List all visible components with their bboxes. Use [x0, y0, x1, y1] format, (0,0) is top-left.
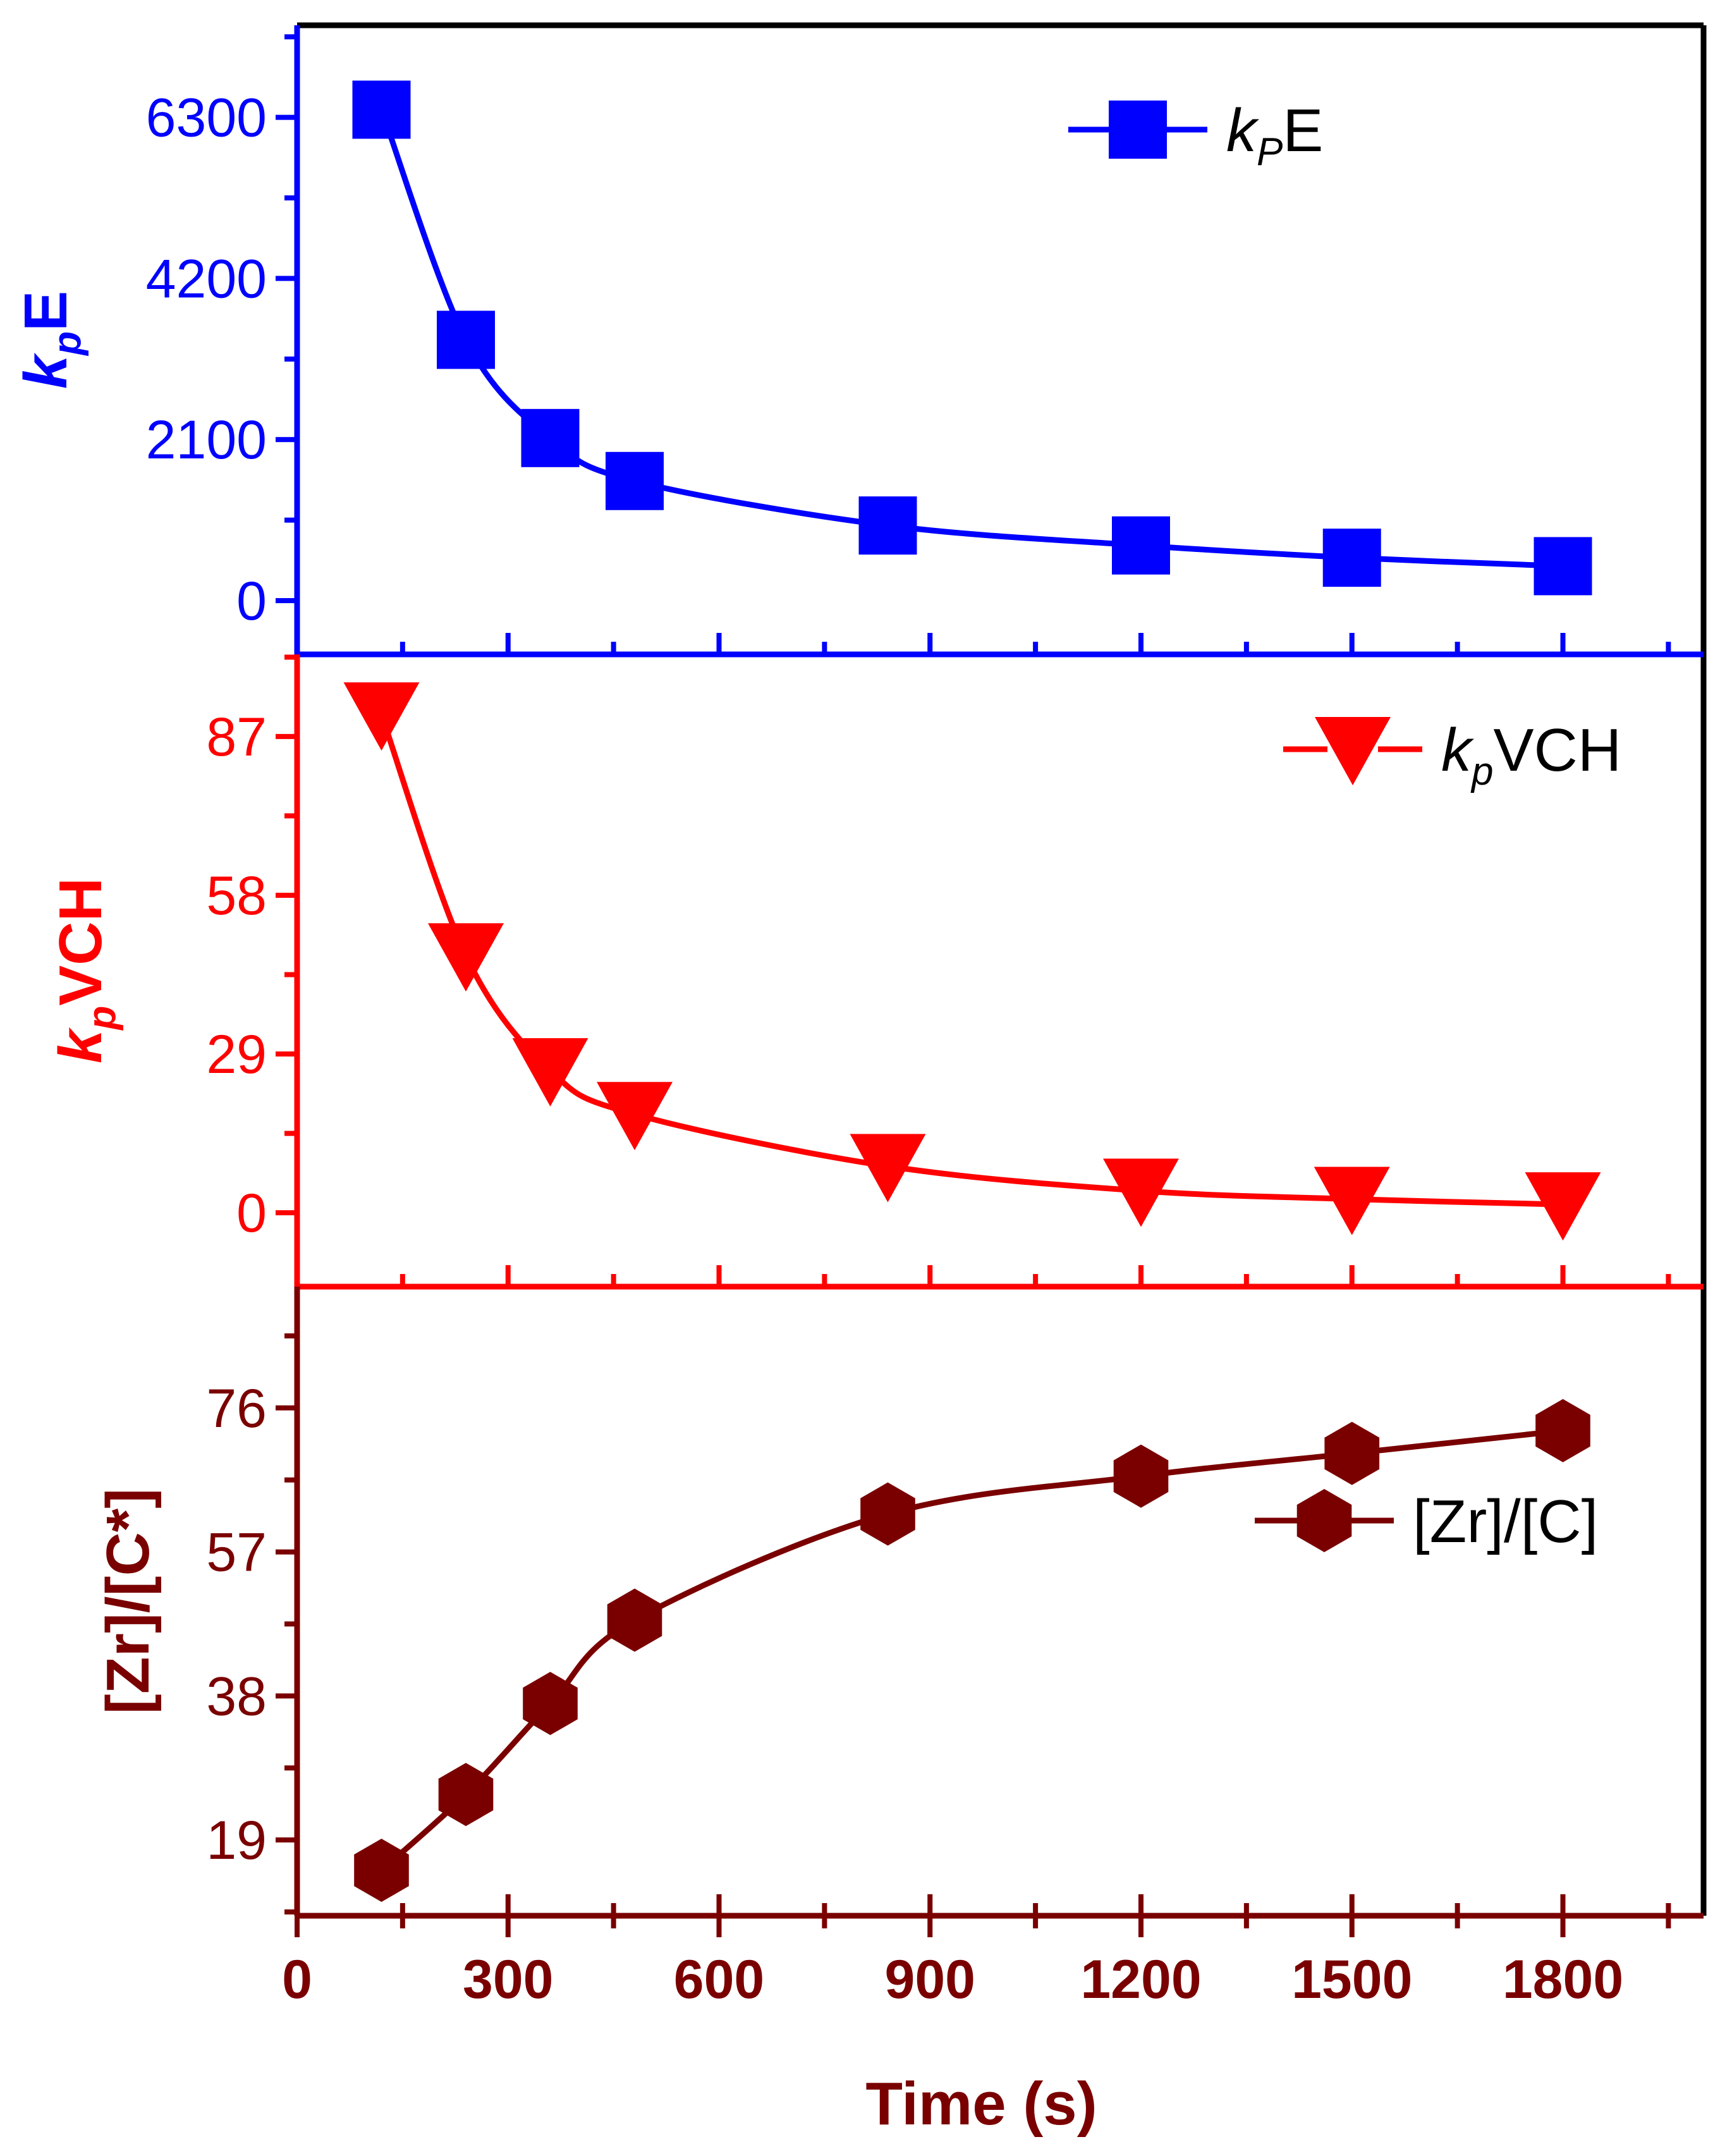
panel-kpE-legend-label-k: k: [1226, 97, 1260, 164]
panel-ZrC-y-tick-label: 57: [206, 1522, 267, 1583]
panel-kpVCH-data-point: [512, 1038, 589, 1107]
x-tick-label: 1500: [1291, 1949, 1412, 2010]
x-tick-label: 1800: [1503, 1949, 1623, 2010]
panel-ZrC-data-point: [354, 1839, 409, 1902]
x-axis-title: Time (s): [865, 2070, 1097, 2138]
panel-kpVCH-y-axis-title-k: k: [47, 1027, 114, 1063]
panel-kpE-legend-label: kPE: [1226, 97, 1323, 174]
panel-kpVCH-data-point: [850, 1134, 926, 1203]
panel-kpE-legend-label-rest: E: [1283, 97, 1323, 164]
panel-ZrC-data-point: [607, 1588, 662, 1652]
x-tick-label: 1200: [1080, 1949, 1201, 2010]
chart-frame-layer: [297, 22, 1707, 1916]
panel-ZrC-legend-marker: [1296, 1489, 1352, 1552]
panel-kpVCH-legend-label-k: k: [1441, 716, 1475, 784]
panel-kpE-legend-marker: [1109, 101, 1167, 159]
panel-kpE-data-point: [606, 451, 664, 510]
panel-ZrC-data-point: [1535, 1399, 1590, 1462]
x-tick-label: 0: [282, 1949, 312, 2010]
panel-kpE-data-point: [352, 80, 411, 139]
panel-kpVCH-y-axis-title-rest: VCH: [47, 878, 114, 1006]
panel-kpVCH-series-line: [379, 713, 1563, 1208]
panel-ZrC-y-tick-label: 19: [206, 1810, 267, 1871]
x-tick-label: 900: [885, 1949, 976, 2010]
panel-kpVCH-legend-marker: [1315, 717, 1391, 785]
panel-kpE-data-point: [1534, 537, 1592, 596]
panel-kpVCH-y-axis-title-sub: p: [80, 1006, 124, 1031]
panel-kpE-y-tick-label: 6300: [146, 88, 267, 149]
panel-kpVCH-data-point: [428, 923, 504, 992]
panel-ZrC-data-point: [523, 1672, 578, 1736]
panel-kpE-y-tick-label: 4200: [146, 248, 267, 309]
chart-labels-layer: 0210042006300kpE0295887kpVCH19385776[Zr]…: [12, 88, 1623, 2138]
panel-kpE-y-axis-title-rest: E: [12, 291, 80, 331]
panel-kpVCH-legend-label: kpVCH: [1441, 716, 1621, 793]
panel-ZrC-data-point: [1324, 1421, 1380, 1485]
panel-kpVCH-data-point: [597, 1082, 673, 1151]
panel-kpE-data-point: [521, 408, 580, 467]
panel-kpE-y-axis-title-sub: p: [46, 331, 89, 357]
panel-kpVCH-y-tick-label: 87: [206, 707, 267, 768]
x-tick-label: 600: [674, 1949, 765, 2010]
panel-kpE-series-line: [379, 108, 1563, 569]
panel-ZrC-series-line: [379, 1428, 1563, 1873]
chart-axes-layer: [276, 25, 1704, 1937]
panel-ZrC-data-point: [1113, 1444, 1169, 1508]
panel-kpE-data-point: [858, 496, 917, 555]
panel-kpVCH-data-point: [1314, 1167, 1390, 1235]
panel-ZrC-legend-label: [Zr]/[C]: [1413, 1488, 1598, 1555]
panel-ZrC-y-tick-label: 76: [206, 1378, 267, 1439]
panel-kpVCH-data-point: [1525, 1172, 1601, 1241]
panel-kpE-data-point: [1322, 529, 1381, 587]
panel-kpVCH-data-point: [343, 682, 420, 751]
panel-kpVCH-y-tick-label: 58: [206, 866, 267, 926]
panel-kpE-legend-label-sub: P: [1257, 130, 1283, 174]
x-tick-label: 300: [463, 1949, 554, 2010]
panel-kpVCH-legend-label-sub: p: [1470, 750, 1493, 793]
panel-ZrC-y-axis-title-rest: [Zr]/[C*]: [94, 1488, 162, 1714]
panel-ZrC-legend-label-rest: [Zr]/[C]: [1413, 1488, 1598, 1555]
chart-series-layer: [343, 80, 1601, 1902]
panel-kpE-y-tick-label: 2100: [146, 410, 267, 470]
panel-kpE-y-axis-title: kpE: [12, 291, 89, 389]
panel-kpE-data-point: [437, 310, 495, 369]
panel-kpE-data-point: [1112, 516, 1170, 575]
panel-kpE-y-tick-label: 0: [236, 571, 267, 632]
panel-kpVCH-y-tick-label: 29: [206, 1024, 267, 1085]
panel-ZrC-y-axis-title: [Zr]/[C*]: [94, 1488, 162, 1714]
panel-kpVCH-y-tick-label: 0: [236, 1183, 267, 1244]
panel-kpVCH-data-point: [1103, 1158, 1179, 1227]
panel-kpVCH-y-axis-title: kpVCH: [47, 878, 124, 1063]
panel-ZrC-data-point: [860, 1482, 915, 1546]
panel-ZrC-data-point: [438, 1763, 494, 1827]
panel-kpVCH-legend-label-rest: VCH: [1493, 716, 1621, 784]
panel-ZrC-y-tick-label: 38: [206, 1666, 267, 1727]
panel-kpE-y-axis-title-k: k: [12, 352, 80, 389]
